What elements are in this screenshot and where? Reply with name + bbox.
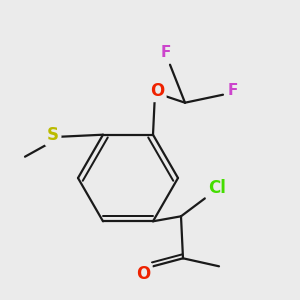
Text: O: O: [136, 265, 150, 283]
Text: Cl: Cl: [208, 179, 226, 197]
Text: F: F: [228, 83, 238, 98]
Text: F: F: [161, 45, 171, 60]
Text: S: S: [47, 126, 59, 144]
Text: O: O: [150, 82, 164, 100]
